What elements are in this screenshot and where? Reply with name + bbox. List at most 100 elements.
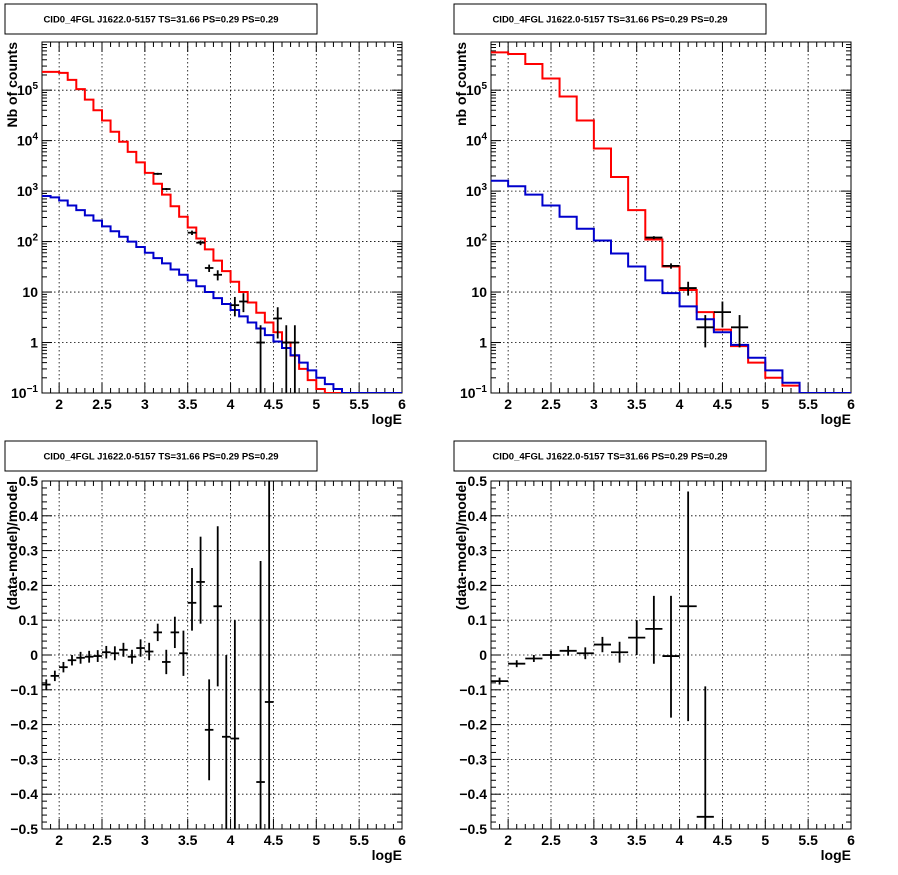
grid — [491, 42, 851, 393]
tick-exponent: 3 — [481, 182, 487, 193]
data-point — [696, 686, 714, 829]
x-ticks — [41, 42, 403, 393]
chart-panel-4: 2 2.5 3 3.5 4 4.5 5 5.5 6 −0.5 −0.4 −0.3 −0.2 −0.1 0 0.… — [453, 440, 855, 863]
y-tick-label: 0.3 — [19, 543, 39, 559]
y-tick-label: 0.3 — [468, 543, 488, 559]
title-box — [453, 440, 767, 472]
title-box — [4, 3, 318, 35]
y-tick-label: −0.2 — [10, 717, 38, 733]
data-point — [42, 679, 51, 690]
data-point — [264, 481, 274, 829]
x-tick-label: 3 — [590, 832, 598, 848]
y-tick-label: 10−1 — [11, 384, 38, 401]
data-point — [256, 561, 265, 829]
plot-area — [42, 70, 402, 393]
tick-exponent: 5 — [32, 81, 38, 92]
x-axis-label: logE — [821, 847, 851, 863]
x-tick-label: 2 — [504, 832, 512, 848]
data-point — [213, 526, 222, 687]
x-tick-label: 5.5 — [798, 396, 818, 412]
x-tick-label: 2.5 — [541, 396, 561, 412]
x-tick-label: 6 — [398, 396, 406, 412]
data-point — [162, 188, 171, 191]
data-point — [110, 646, 120, 661]
data-point — [84, 650, 94, 663]
data-point — [282, 325, 291, 393]
tick-exponent: 2 — [32, 233, 38, 244]
data-point — [679, 491, 697, 722]
data-point — [196, 240, 205, 246]
y-tick-label: 0.4 — [19, 508, 39, 524]
y-tick-label: 0.5 — [19, 473, 39, 489]
plot-frame — [490, 41, 852, 394]
data-point — [162, 649, 171, 675]
y-tick-label: 0.2 — [468, 577, 488, 593]
data-point — [196, 536, 205, 624]
x-tick-label: 5.5 — [349, 832, 369, 848]
chart-title: CID0_4FGL J1622.0-5157 TS=31.66 PS=0.29 … — [492, 15, 727, 26]
data-point — [67, 655, 77, 666]
data-point — [153, 172, 162, 175]
x-tick-label: 2.5 — [92, 832, 112, 848]
y-axis-label: (data-model)/model — [453, 481, 469, 610]
data-point — [628, 620, 646, 655]
data-point — [204, 264, 214, 272]
tick-base: 10 — [11, 385, 27, 401]
tick-base: 10 — [466, 82, 482, 98]
data-point — [593, 636, 611, 653]
series-line-2 — [42, 195, 402, 393]
tick-exponent: 5 — [481, 81, 487, 92]
y-tick-label: 0.1 — [19, 612, 39, 628]
x-tick-label: 2 — [504, 396, 512, 412]
data-point — [102, 645, 111, 659]
y-tick-label: −0.1 — [10, 682, 38, 698]
x-tick-label: 6 — [847, 396, 855, 412]
tick-exponent: 2 — [481, 233, 487, 244]
chart-title: CID0_4FGL J1622.0-5157 TS=31.66 PS=0.29 … — [43, 452, 278, 463]
x-axis-label: logE — [821, 411, 851, 427]
tick-exponent: 3 — [32, 182, 38, 193]
data-point — [213, 270, 222, 281]
data-point — [127, 649, 137, 664]
data-point — [187, 568, 197, 631]
chart-title: CID0_4FGL J1622.0-5157 TS=31.66 PS=0.29 … — [492, 452, 727, 463]
x-tick-label: 3.5 — [627, 832, 647, 848]
y-ticks — [491, 41, 851, 394]
data-point — [230, 620, 240, 829]
y-axis-label: Nb of counts — [4, 42, 20, 128]
tick-exponent: −1 — [27, 384, 39, 395]
y-tick-label: 0 — [30, 647, 38, 663]
x-axis-label: logE — [372, 411, 402, 427]
data-point — [508, 660, 526, 668]
y-tick-label: 103 — [17, 182, 39, 199]
y-tick-label: −0.5 — [459, 821, 487, 837]
data-point — [731, 315, 749, 348]
x-tick-label: 5.5 — [349, 396, 369, 412]
y-tick-label: 1 — [479, 335, 487, 351]
tick-base: 10 — [466, 133, 482, 149]
plot-frame — [41, 41, 403, 394]
x-tick-label: 4.5 — [713, 832, 733, 848]
x-tick-label: 2.5 — [541, 832, 561, 848]
plot-area — [491, 51, 851, 393]
x-tick-label: 5.5 — [798, 832, 818, 848]
y-ticks — [491, 480, 851, 830]
y-tick-label: −0.3 — [10, 751, 38, 767]
title-box — [453, 3, 767, 35]
x-tick-label: 3.5 — [627, 396, 647, 412]
data-point — [273, 307, 282, 339]
data-point — [239, 293, 248, 313]
chart-title: CID0_4FGL J1622.0-5157 TS=31.66 PS=0.29 … — [43, 15, 278, 26]
data-point — [222, 655, 231, 829]
x-tick-label: 3 — [590, 396, 598, 412]
x-tick-label: 5 — [312, 832, 320, 848]
data-point — [662, 263, 680, 269]
chart-panel-2: 2 2.5 3 3.5 4 4.5 5 5.5 610−1110102103104105logE… — [453, 3, 855, 427]
data-point — [696, 315, 714, 348]
data-point — [50, 670, 60, 682]
x-axis-label: logE — [372, 847, 402, 863]
data-point — [559, 645, 577, 656]
tick-base: 10 — [466, 234, 482, 250]
data-point — [611, 641, 629, 663]
y-ticks — [42, 480, 402, 830]
